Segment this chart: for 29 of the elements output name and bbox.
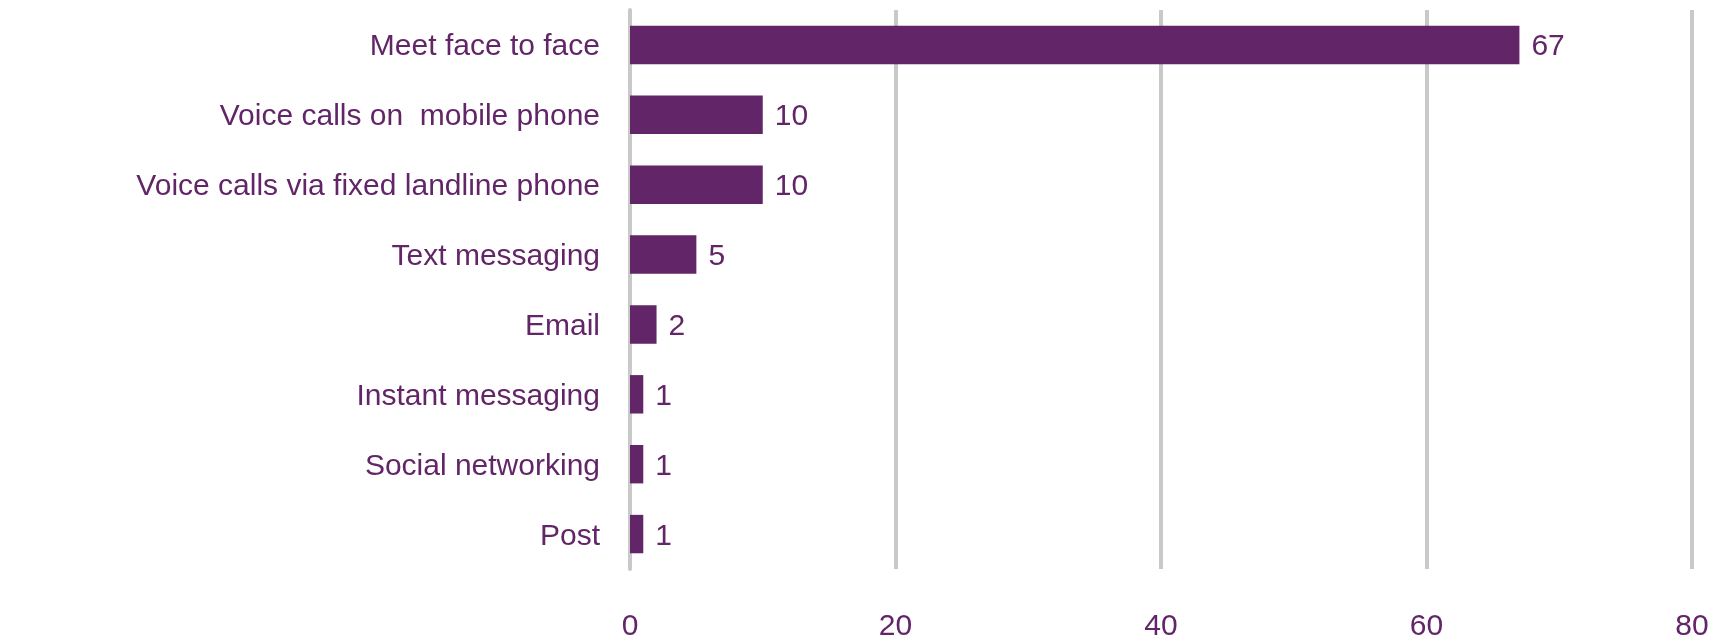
y-tick-label: Text messaging (391, 238, 600, 272)
data-label: 1 (655, 377, 672, 411)
bar (630, 514, 644, 554)
y-tick-label: Social networking (364, 447, 600, 481)
bar (630, 375, 644, 414)
bar (630, 95, 763, 135)
y-tick-label: Instant messaging (356, 377, 600, 411)
y-tick-label: Post (539, 517, 601, 551)
data-label: 10 (774, 98, 809, 132)
bar (630, 305, 657, 344)
x-tick-label: 60 (1409, 607, 1444, 641)
data-label: 1 (655, 517, 672, 551)
bar (630, 444, 644, 484)
data-label: 67 (1531, 28, 1565, 62)
y-tick-label: Voice calls via fixed landline phone (136, 168, 600, 202)
bar (630, 165, 763, 204)
bar (630, 25, 1520, 65)
y-tick-label: Voice calls on mobile phone (219, 98, 600, 132)
x-tick-label: 20 (878, 607, 913, 641)
x-tick-label: 0 (621, 607, 639, 641)
data-label: 5 (708, 238, 726, 272)
x-tick-label: 40 (1144, 607, 1178, 641)
data-label: 10 (774, 168, 809, 202)
x-tick-label: 80 (1675, 607, 1709, 641)
bar (630, 235, 697, 274)
data-label: 2 (668, 307, 686, 341)
y-tick-label: Meet face to face (369, 28, 600, 62)
data-label: 1 (655, 447, 672, 481)
y-tick-label: Email (524, 307, 600, 341)
